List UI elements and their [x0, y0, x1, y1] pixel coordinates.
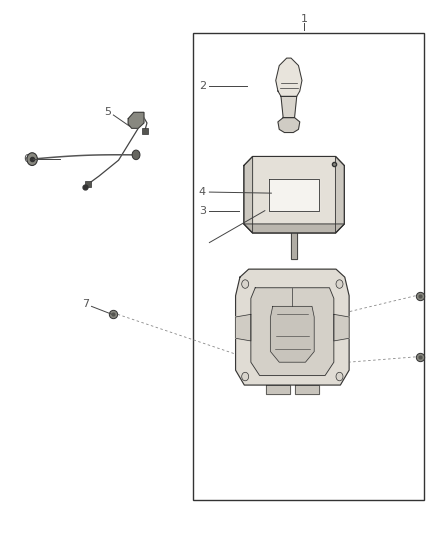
- Text: 6: 6: [23, 154, 30, 164]
- Polygon shape: [336, 157, 344, 233]
- Polygon shape: [266, 385, 290, 394]
- Text: 5: 5: [104, 107, 111, 117]
- Circle shape: [242, 280, 249, 288]
- Polygon shape: [251, 288, 334, 375]
- Polygon shape: [269, 179, 319, 211]
- Polygon shape: [244, 157, 253, 233]
- Polygon shape: [294, 385, 318, 394]
- Polygon shape: [244, 224, 344, 233]
- Polygon shape: [244, 157, 344, 233]
- Circle shape: [242, 372, 249, 381]
- Text: 3: 3: [199, 206, 206, 216]
- Text: 4: 4: [199, 187, 206, 197]
- Circle shape: [336, 280, 343, 288]
- Polygon shape: [281, 96, 297, 118]
- Text: 7: 7: [82, 298, 89, 309]
- Polygon shape: [334, 314, 349, 341]
- Polygon shape: [271, 306, 314, 362]
- Circle shape: [132, 150, 140, 160]
- Circle shape: [336, 372, 343, 381]
- Polygon shape: [276, 58, 302, 96]
- Polygon shape: [236, 269, 349, 385]
- Bar: [193, 33, 424, 500]
- Text: 1: 1: [300, 14, 307, 25]
- Circle shape: [27, 153, 37, 165]
- Polygon shape: [278, 118, 300, 133]
- Polygon shape: [236, 314, 251, 341]
- Polygon shape: [128, 112, 144, 128]
- Text: 2: 2: [199, 81, 206, 91]
- Polygon shape: [291, 233, 297, 259]
